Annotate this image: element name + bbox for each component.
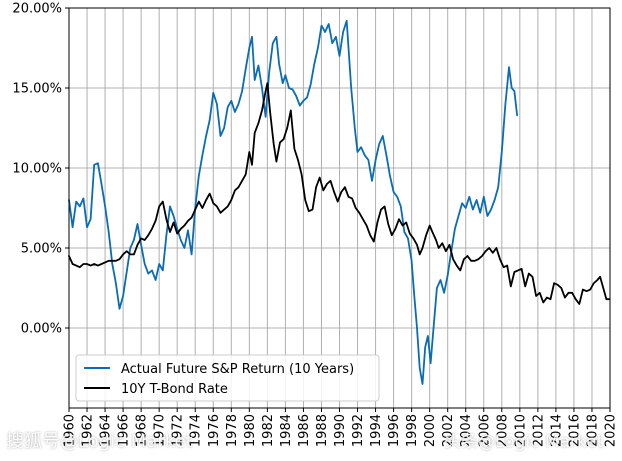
- x-tick-label: 1960: [63, 414, 78, 447]
- x-tick-label: 1962: [81, 414, 96, 447]
- x-tick-label: 1968: [135, 414, 150, 447]
- y-tick-label: 10.00%: [12, 162, 62, 177]
- x-tick-label: 1974: [189, 414, 204, 447]
- legend-box: [75, 354, 380, 402]
- series-line-sp-return: [68, 19, 518, 385]
- x-tick-label: 1970: [153, 414, 168, 447]
- y-tick-label: 20.00%: [12, 2, 62, 17]
- x-tick-label: 1978: [225, 414, 240, 447]
- series-layer: [68, 19, 610, 385]
- x-tick-label: 1980: [243, 414, 258, 447]
- x-tick-label: 1990: [333, 414, 348, 447]
- watermark-left: 搜狐号@Logic Market: [6, 431, 193, 452]
- y-axis: 0.00% 5.00% 10.00% 15.00% 20.00%: [12, 2, 69, 337]
- x-tick-label: 1966: [117, 414, 132, 447]
- x-tick-label: 2008: [495, 414, 510, 447]
- x-tick-label: 2004: [459, 414, 474, 447]
- y-tick-label: 5.00%: [21, 242, 62, 257]
- x-tick-label: 1984: [279, 414, 294, 447]
- x-tick-label: 1988: [315, 414, 330, 447]
- legend-label-sp-return: Actual Future S&P Return (10 Years): [121, 362, 354, 377]
- legend-label-tbond: 10Y T-Bond Rate: [121, 382, 228, 397]
- x-tick-label: 1994: [369, 414, 384, 447]
- x-tick-label: 1996: [387, 414, 402, 447]
- x-tick-label: 2016: [567, 414, 582, 447]
- x-tick-label: 2002: [441, 414, 456, 447]
- x-tick-label: 2010: [513, 414, 528, 447]
- x-tick-label: 1986: [297, 414, 312, 447]
- x-tick-label: 1964: [99, 414, 114, 447]
- x-axis: 1960 1962 1964 1966 1968 1970 1972 1974 1976 1978…: [63, 408, 619, 447]
- x-tick-label: 2020: [604, 414, 619, 447]
- x-tick-label: 2018: [585, 414, 600, 447]
- x-tick-label: 2012: [531, 414, 546, 447]
- x-tick-label: 1976: [207, 414, 222, 447]
- legend: Actual Future S&P Return (10 Years) 10Y …: [75, 354, 380, 402]
- x-tick-label: 1972: [171, 414, 186, 447]
- x-tick-label: 2000: [423, 414, 438, 447]
- x-tick-label: 2014: [549, 414, 564, 447]
- y-tick-label: 15.00%: [12, 82, 62, 97]
- x-tick-label: 1992: [351, 414, 366, 447]
- x-tick-label: 1998: [405, 414, 420, 447]
- x-tick-label: 1982: [261, 414, 276, 447]
- x-tick-label: 2006: [477, 414, 492, 447]
- series-line-tbond: [68, 82, 610, 305]
- watermark-right: 头条@Logic Market: [444, 432, 604, 452]
- y-tick-label: 0.00%: [21, 322, 62, 337]
